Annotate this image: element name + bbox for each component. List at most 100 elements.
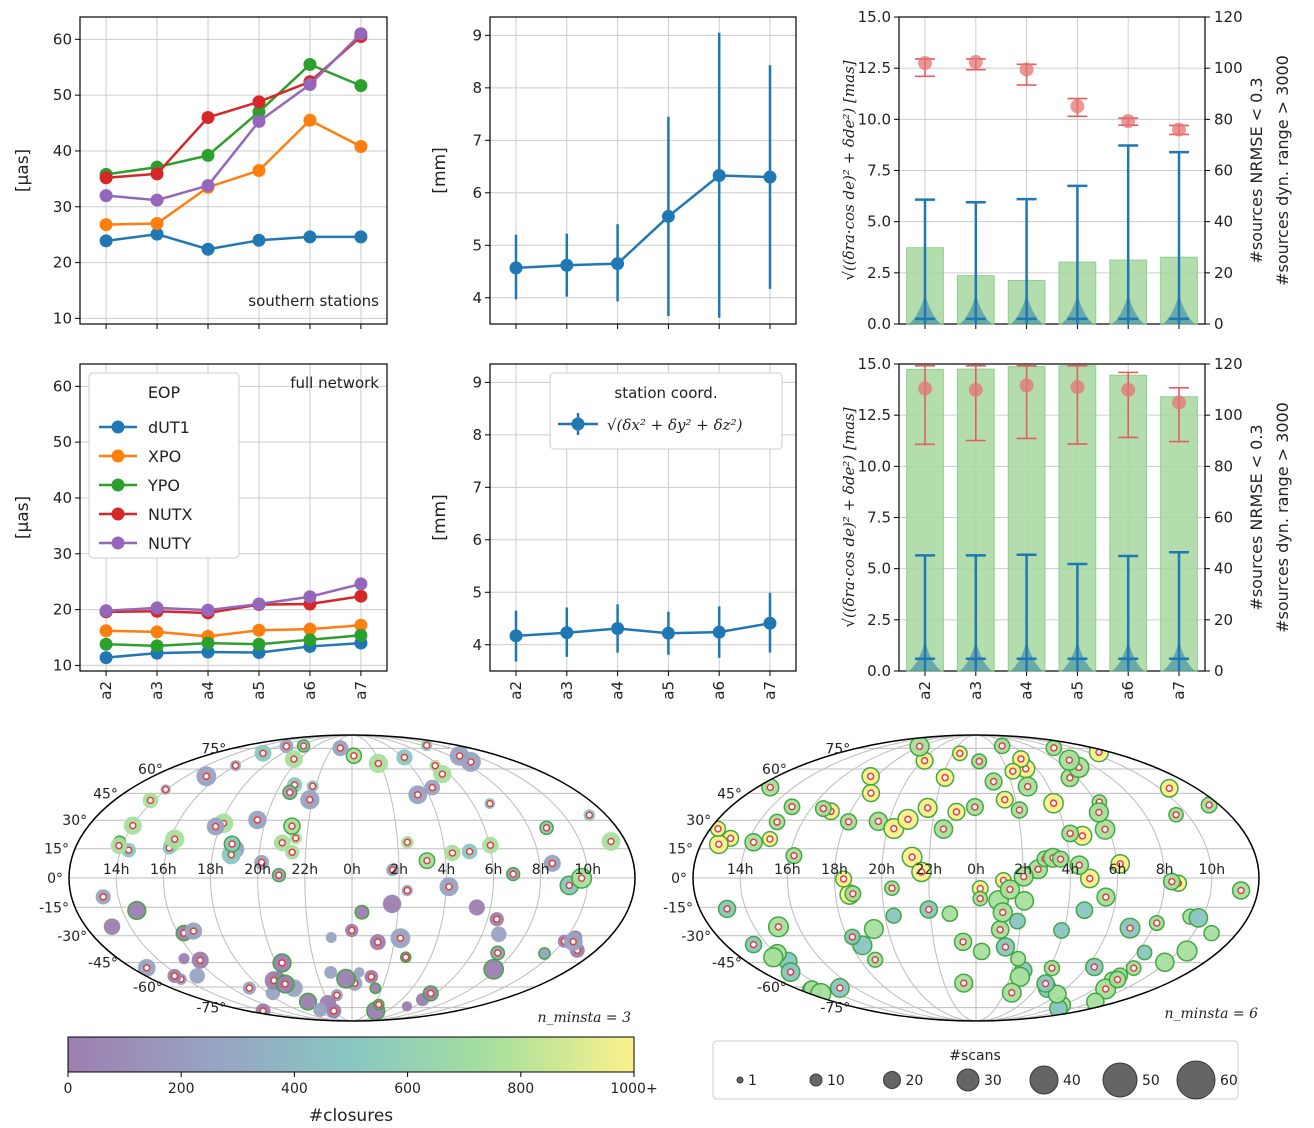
map-meridian — [115, 735, 353, 1021]
map-ra-label: 2h — [390, 862, 408, 878]
map-ra-label: 16h — [774, 862, 801, 878]
source-dynrange-ring — [333, 991, 341, 999]
data-point-dUT1 — [201, 645, 215, 659]
data-point-XPO — [252, 164, 266, 177]
source-dynrange-ring — [908, 853, 916, 861]
source-dynrange-ring — [275, 871, 283, 879]
map-lat-label: 60° — [762, 762, 787, 778]
y-tick-label: 20 — [53, 254, 72, 272]
source-dynrange-ring — [493, 949, 502, 957]
source-dynrange-ring — [438, 770, 447, 778]
source-dynrange-ring — [774, 923, 783, 931]
y-tick-label: 5 — [472, 236, 482, 254]
y-right-tick-label: 0 — [1214, 662, 1224, 680]
series-line-NUTX — [106, 594, 362, 615]
y-right-tick-label: 40 — [1214, 560, 1233, 578]
source-dynrange-ring — [170, 835, 179, 843]
source-dynrange-ring — [486, 799, 494, 808]
red-marker — [918, 381, 933, 396]
source-dynrange-ring — [749, 940, 758, 949]
x-tick-label: a2 — [507, 681, 525, 700]
station-full-chart: 4 5 6 7 8 9 a2 a3 a4 a5 a6 a7 [mm] station coord. √(δx… — [430, 363, 797, 700]
source-dynrange-ring — [350, 751, 358, 760]
source-dynrange-ring — [189, 927, 198, 935]
data-point-NUTY — [303, 78, 317, 92]
source-dynrange-ring — [996, 925, 1004, 934]
source-dynrange-ring — [146, 796, 155, 805]
source-dynrange-ring — [607, 837, 615, 846]
x-tick-label: a5 — [250, 681, 268, 700]
source-marker — [1014, 890, 1035, 911]
map-ra-label: 4h — [437, 862, 455, 878]
source-dynrange-ring — [788, 803, 796, 811]
map-lat-label: 30° — [62, 813, 87, 829]
source-dynrange-ring — [959, 979, 968, 987]
map-left-outline — [68, 734, 636, 1022]
map-meridian — [209, 735, 353, 1021]
source-dynrange-ring — [211, 822, 220, 831]
data-point-YPO — [201, 636, 215, 650]
map-lat-label: -60° — [133, 980, 163, 996]
source-marker — [885, 907, 902, 924]
source-dynrange-ring — [569, 937, 577, 946]
source-dynrange-ring — [917, 868, 926, 876]
data-point-XPO — [303, 113, 317, 127]
source-dynrange-ring — [291, 834, 300, 842]
series-line-YPO — [105, 62, 362, 176]
source-dynrange-ring — [925, 905, 933, 914]
source-dynrange-ring — [904, 815, 912, 824]
data-point-NUTY — [354, 27, 368, 41]
source-dynrange-ring — [299, 742, 308, 750]
axes-frame — [489, 16, 797, 325]
sources-southern-chart: 0.0 2.5 5.0 7.5 10.0 12.5 15.0 0 20 40 60 80 100 120 √… — [840, 8, 1292, 333]
source-dynrange-ring — [1078, 832, 1087, 840]
y-axis-label: [mm] — [430, 494, 450, 540]
red-marker — [1019, 378, 1034, 393]
colorbar-tick-label: 800 — [507, 1081, 534, 1097]
source-dynrange-ring — [330, 1007, 338, 1015]
source-dynrange-ring — [445, 882, 453, 891]
series-line-YPO — [106, 634, 362, 648]
source-dynrange-ring — [1090, 963, 1099, 971]
data-point-XPO — [150, 625, 164, 639]
source-dynrange-ring — [542, 824, 551, 832]
source-dynrange-ring — [396, 934, 405, 942]
source-dynrange-ring — [278, 839, 286, 847]
source-dynrange-ring — [819, 804, 828, 813]
source-dynrange-ring — [509, 870, 517, 878]
source-dynrange-ring — [749, 838, 758, 847]
red-marker — [1070, 99, 1085, 114]
source-dynrange-ring — [998, 908, 1007, 917]
source-dynrange-ring — [1086, 874, 1094, 883]
source-dynrange-ring — [939, 825, 948, 833]
source-dynrange-ring — [115, 841, 123, 850]
source-dynrange-ring — [1101, 825, 1109, 834]
legend-label-dUT1: dUT1 — [148, 418, 190, 437]
x-tick-label: a3 — [967, 681, 985, 700]
legend-marker-XPO — [111, 449, 125, 463]
source-marker — [483, 958, 505, 980]
data-point-YPO — [201, 148, 215, 162]
source-dynrange-ring — [1050, 744, 1058, 752]
map-meridian — [833, 735, 977, 1021]
colorbar-tick-label: 1000+ — [610, 1081, 657, 1097]
series-line — [515, 622, 771, 638]
map-lat-label: -30° — [57, 929, 87, 945]
data-point — [661, 209, 675, 223]
source-dynrange-ring — [281, 980, 289, 988]
source-dynrange-ring — [413, 791, 422, 799]
source-dynrange-ring — [976, 884, 985, 893]
red-marker — [1171, 122, 1186, 137]
source-dynrange-ring — [790, 851, 798, 860]
size-legend-marker — [883, 1071, 901, 1089]
map-ra-label: 16h — [150, 862, 177, 878]
station-southern-chart: 4 5 6 7 8 9 [mm] — [430, 16, 797, 329]
y-right-tick-label: 40 — [1214, 213, 1233, 231]
source-dynrange-ring — [467, 758, 475, 766]
data-point — [763, 170, 777, 184]
map-ra-label: 6h — [485, 862, 503, 878]
data-point-NUTX — [150, 167, 164, 181]
source-marker — [1203, 924, 1220, 942]
y-tick-label: 60 — [53, 30, 72, 48]
source-dynrange-ring — [1056, 855, 1065, 863]
